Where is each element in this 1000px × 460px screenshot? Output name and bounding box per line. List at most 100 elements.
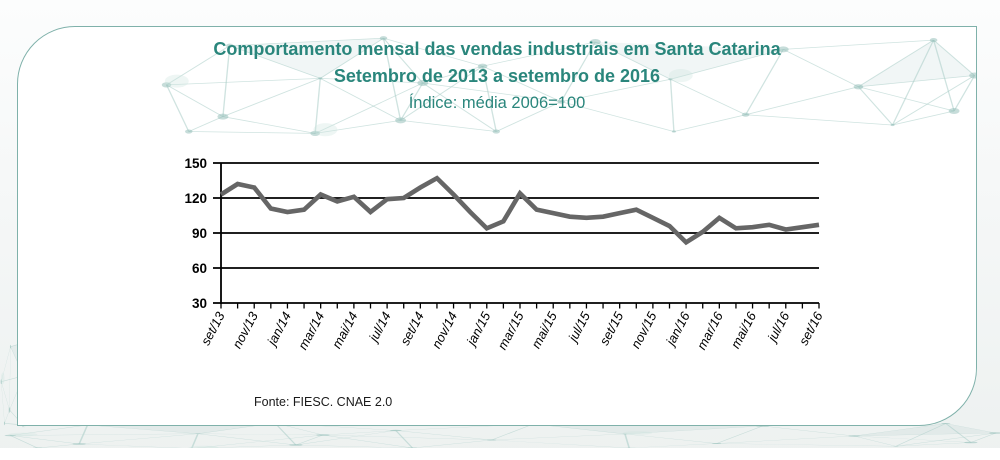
mesh-line <box>9 346 11 411</box>
mesh-line <box>854 432 996 437</box>
mesh-dot <box>310 130 320 137</box>
mesh-line <box>853 435 972 443</box>
mesh-dot <box>316 434 330 436</box>
mesh-line <box>295 430 397 446</box>
mesh-dot <box>989 432 1000 434</box>
mesh-line <box>188 116 224 132</box>
mesh-line <box>716 443 896 447</box>
mesh-line <box>9 435 39 449</box>
x-tick-label: set/13 <box>198 309 228 348</box>
y-tick-label: 120 <box>184 191 207 206</box>
mesh-line <box>322 430 397 436</box>
mesh-dot <box>893 445 899 447</box>
x-tick-label: jul/15 <box>564 309 593 346</box>
y-tick-label: 60 <box>192 261 207 276</box>
mesh-line <box>490 423 535 441</box>
mesh-line <box>895 423 947 447</box>
mesh-line <box>9 435 80 445</box>
mesh-line <box>322 434 492 441</box>
mesh-dot <box>9 344 12 349</box>
mesh-dot <box>184 129 193 134</box>
mesh-line <box>4 409 10 424</box>
mesh-line <box>188 131 316 134</box>
mesh-dot-soft <box>313 123 338 137</box>
mesh-dot <box>72 443 86 445</box>
mesh-line <box>274 422 297 446</box>
mesh-dot <box>941 422 951 425</box>
mesh-dot <box>289 444 303 446</box>
x-tick-label: jan/14 <box>263 309 294 349</box>
y-tick-label: 90 <box>192 226 207 241</box>
mesh-line <box>673 114 746 132</box>
x-tick-label: nov/15 <box>628 309 660 351</box>
page-subtitle: Setembro de 2013 a setembro de 2016 <box>333 66 661 86</box>
x-tick-label: mai/16 <box>728 309 760 351</box>
x-tick-label: nov/14 <box>429 309 461 351</box>
mesh-line <box>78 433 199 445</box>
x-tick-label: mai/14 <box>329 309 361 351</box>
mesh-line <box>395 430 414 449</box>
x-tick-label: jul/16 <box>764 309 793 346</box>
x-tick-label: nov/13 <box>229 309 261 351</box>
mesh-dot <box>671 130 676 133</box>
mesh-line <box>322 434 414 449</box>
mesh-line <box>400 119 497 132</box>
x-tick-label: jul/14 <box>365 309 394 345</box>
mesh-line <box>895 442 972 447</box>
mesh-dot <box>8 407 11 413</box>
mesh-line <box>624 433 718 444</box>
mesh-line <box>945 423 972 443</box>
mesh-line <box>411 439 493 449</box>
mesh-line <box>87 424 199 434</box>
mesh-line <box>295 434 324 446</box>
mesh-dot <box>712 442 722 445</box>
mesh-line <box>745 114 893 126</box>
mesh-dot <box>0 379 2 384</box>
x-tick-label: set/15 <box>596 309 626 348</box>
mesh-line <box>1 381 5 424</box>
mesh-line <box>970 432 997 443</box>
mesh-line <box>222 116 316 134</box>
x-tick-label: mar/14 <box>295 309 327 352</box>
mesh-dot-soft <box>622 431 653 435</box>
bottom-white-strip <box>0 448 1000 460</box>
mesh-line <box>624 425 763 435</box>
mesh-dot-soft <box>8 432 38 437</box>
mesh-line <box>10 433 198 436</box>
source-note: Fonte: FIESC. CNAE 2.0 <box>254 395 393 409</box>
mesh-dot <box>395 117 407 124</box>
mesh-dot <box>195 433 201 435</box>
page-title: Comportamento mensal das vendas industri… <box>213 39 781 59</box>
mesh-line <box>9 424 89 436</box>
slide-card: Comportamento mensal das vendas industri… <box>17 26 977 426</box>
y-tick-label: 150 <box>184 156 207 171</box>
x-tick-label: mar/16 <box>694 309 727 352</box>
mesh-line <box>716 435 855 444</box>
mesh-line <box>1 381 10 411</box>
mesh-dot <box>487 439 497 441</box>
mesh-dot <box>390 429 402 432</box>
mesh-line <box>395 430 493 441</box>
x-tick-label: jan/16 <box>662 309 693 350</box>
mesh-dot <box>848 435 861 437</box>
mesh-dot-soft <box>1 372 5 385</box>
mesh-line <box>197 433 297 446</box>
chart-title-block: Comportamento mensal das vendas industri… <box>18 27 976 116</box>
mesh-line <box>491 433 626 441</box>
mesh-dot <box>4 434 17 437</box>
mesh-line <box>945 423 997 434</box>
mesh-dot <box>3 421 6 426</box>
mesh-line <box>491 439 630 449</box>
mesh-line <box>853 435 897 447</box>
trend-line <box>219 175 820 246</box>
mesh-dot <box>890 123 895 127</box>
mesh-line <box>1 346 11 382</box>
mesh-line <box>895 432 997 447</box>
chart-area: 30 60 90 120 150 set/13 nov/13 jan/14 mar/14 mai/… <box>179 144 859 389</box>
x-tick-label: set/16 <box>796 309 826 348</box>
mesh-line <box>314 119 401 134</box>
x-tick-label: set/14 <box>397 309 427 347</box>
index-note: Índice: média 2006=100 <box>408 94 586 112</box>
